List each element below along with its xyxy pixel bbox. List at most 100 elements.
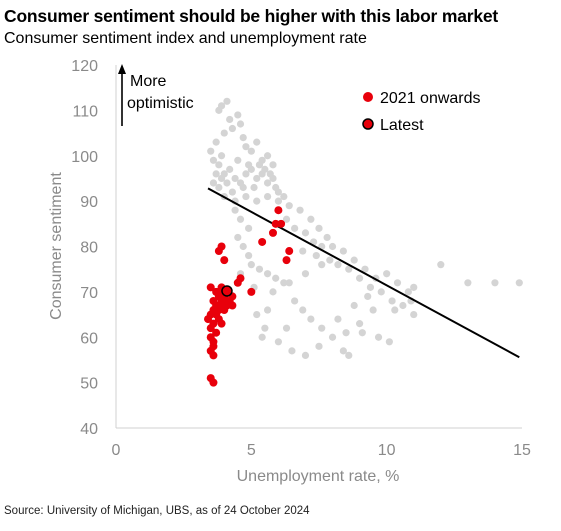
history-point	[255, 161, 264, 169]
history-point	[255, 265, 264, 273]
history-point	[491, 279, 499, 287]
recent-point	[236, 274, 245, 283]
history-point	[253, 197, 261, 205]
history-point	[234, 156, 242, 164]
history-point	[228, 124, 236, 133]
history-point	[515, 279, 523, 287]
history-point	[377, 288, 385, 296]
x-tick-labels: 0 5 10 15	[112, 442, 531, 459]
history-point	[242, 192, 250, 201]
y-tick-label: 100	[71, 149, 98, 166]
x-tick-label: 5	[247, 442, 256, 459]
x-axis-label: Unemployment rate, %	[237, 468, 400, 485]
history-point	[366, 283, 375, 291]
history-point	[358, 329, 366, 337]
history-point	[253, 138, 261, 146]
history-point	[318, 261, 326, 269]
y-tick-label: 50	[80, 376, 98, 393]
annotation-line-1: More	[130, 73, 167, 90]
history-point	[261, 324, 269, 332]
history-point	[374, 333, 383, 341]
history-point	[261, 165, 269, 173]
history-point	[272, 274, 280, 282]
history-point	[245, 161, 253, 169]
history-series	[207, 97, 523, 359]
y-tick-label: 80	[80, 240, 98, 257]
history-point	[239, 242, 247, 251]
history-point	[299, 306, 307, 314]
recent-point	[209, 351, 218, 360]
axes	[115, 65, 522, 429]
history-point	[345, 265, 353, 273]
history-point	[437, 261, 445, 269]
y-tick-label: 70	[80, 285, 98, 302]
chart-subtitle: Consumer sentiment index and unemploymen…	[4, 30, 367, 47]
y-axis-label: Consumer sentiment	[48, 172, 65, 320]
history-point	[288, 347, 296, 355]
history-point	[404, 288, 412, 296]
history-point	[263, 192, 272, 201]
history-point	[282, 324, 291, 332]
history-point	[315, 342, 323, 350]
recent-point	[217, 319, 226, 328]
history-point	[217, 174, 226, 183]
history-point	[207, 147, 215, 155]
legend: 2021 onwards Latest	[362, 90, 481, 134]
annotation-line-2: optimistic	[127, 95, 194, 112]
history-point	[410, 310, 418, 319]
history-point	[250, 183, 258, 192]
history-point	[307, 215, 315, 223]
recent-point	[209, 319, 218, 328]
history-point	[385, 338, 393, 346]
history-point	[247, 147, 255, 155]
recent-point	[217, 242, 226, 251]
history-point	[245, 224, 253, 232]
history-point	[258, 333, 266, 341]
arrowhead-icon	[118, 64, 126, 74]
y-tick-label: 40	[80, 421, 98, 438]
recent-series	[204, 206, 294, 387]
history-point	[323, 233, 331, 242]
history-point	[280, 279, 288, 287]
history-point	[350, 256, 358, 264]
y-tick-label: 120	[71, 58, 98, 75]
history-point	[263, 306, 272, 314]
history-point	[315, 224, 323, 232]
legend-label-recent: 2021 onwards	[380, 90, 481, 107]
y-tick-labels: 40 50 60 70 80 90 100 110 120	[71, 58, 98, 438]
history-point	[274, 197, 282, 205]
history-point	[285, 202, 293, 210]
history-point	[209, 179, 218, 187]
history-point	[339, 347, 347, 355]
source-note: Source: University of Michigan, UBS, as …	[4, 505, 310, 517]
history-point	[239, 183, 247, 192]
history-point	[223, 179, 231, 187]
history-point	[383, 270, 391, 278]
y-tick-label: 90	[80, 194, 98, 211]
history-point	[285, 279, 293, 287]
trend-line	[207, 187, 520, 359]
history-point	[269, 161, 277, 169]
x-tick-label: 15	[513, 442, 531, 459]
history-point	[266, 170, 274, 178]
history-point	[228, 188, 236, 196]
history-point	[391, 306, 399, 314]
history-point	[291, 224, 299, 232]
legend-marker-latest	[362, 118, 374, 130]
history-point	[328, 333, 337, 341]
history-point	[342, 329, 350, 337]
x-tick-label: 0	[112, 442, 121, 459]
latest-point	[221, 285, 233, 297]
recent-point	[206, 310, 215, 319]
y-tick-label: 110	[72, 103, 98, 120]
history-point	[393, 279, 402, 287]
history-point	[272, 183, 280, 192]
history-point	[280, 192, 288, 201]
history-point	[301, 270, 310, 278]
history-point	[334, 261, 342, 269]
history-point	[263, 179, 272, 187]
history-point	[247, 261, 255, 269]
history-point	[236, 120, 245, 128]
history-point	[410, 283, 418, 291]
